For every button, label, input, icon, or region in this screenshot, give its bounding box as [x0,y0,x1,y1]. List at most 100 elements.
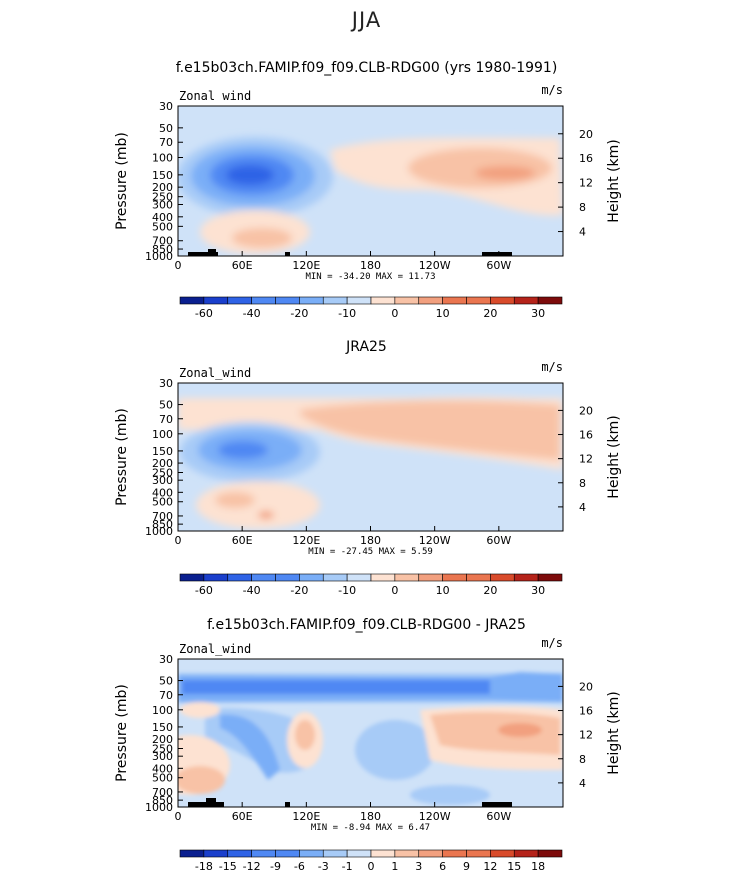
p2-variable-label: Zonal_wind [179,366,251,380]
p2-y-tick-label: 400 [152,486,173,499]
p1-units-label: m/s [541,83,563,97]
p1-colorbar-box [203,296,229,305]
p3-colorbar-label: -6 [294,860,305,872]
p1-x-tick-label: 60E [232,259,253,272]
p2-colorbar-box [466,573,491,582]
p2-min-max-stats: MIN = -27.45 MAX = 5.59 [308,547,433,557]
p3-y2-axis-title: Height (km) [606,691,622,774]
p2-y2-tick-label: 4 [579,501,586,514]
p1-y-axis-title: Pressure (mb) [114,132,130,230]
p1-colorbar-label: -60 [195,307,213,320]
p2-colorbar-label: 0 [391,584,398,597]
p3-y2-tick-label: 4 [579,777,586,790]
p2-y-tick-label: 850 [152,518,173,531]
p3-colorbar-label: 12 [483,860,497,872]
p3-colorbar-box [322,849,348,858]
p1-variable-label: Zonal wind [179,89,251,103]
p2-colorbar-box [346,573,372,582]
p1-y2-tick-label: 4 [579,226,586,239]
p2-y-tick-label: 700 [152,510,173,523]
p2-x-tick-label: 60W [486,534,511,547]
p3-colorbar-box [179,849,205,858]
p3-colorbar-label: 1 [391,860,398,872]
p1-y-tick-label: 250 [152,191,173,204]
p2-colorbar-label: 20 [483,584,497,597]
p3-y-tick-label: 1000 [145,801,173,814]
p2-x-tick-label: 120W [419,534,451,547]
panel-2-title: JRA25 [346,339,387,355]
p2-colorbar-box [322,573,348,582]
p3-colorbar-box [442,849,467,858]
p3-y-tick-label: 30 [159,653,173,666]
p3-colorbar-box [466,849,491,858]
p1-min-max-stats: MIN = -34.20 MAX = 11.73 [305,272,435,282]
p2-colorbar-label: -60 [195,584,213,597]
p3-colorbar-label: 6 [439,860,446,872]
p2-x-tick-label: 60E [232,534,253,547]
p1-colorbar-label: -10 [338,307,356,320]
p1-x-tick-label: 180 [360,259,381,272]
p3-y-tick-label: 250 [152,742,173,755]
p3-y-tick-label: 150 [152,721,173,734]
p1-y2-tick-label: 20 [579,128,593,141]
p2-y-tick-label: 1000 [145,525,173,538]
p3-colorbar-label: 9 [463,860,470,872]
p1-colorbar-box [275,296,300,305]
p1-y-tick-label: 850 [152,243,173,256]
p1-colorbar-box [442,296,467,305]
p2-x-tick-label: 0 [175,534,182,547]
p2-y-tick-label: 300 [152,474,173,487]
p3-colorbar-box [227,849,252,858]
p3-y-tick-label: 200 [152,733,173,746]
p3-colorbar-box [299,849,324,858]
p1-colorbar-label: -20 [290,307,308,320]
p3-colorbar-label: -12 [243,860,261,872]
p2-y-axis-title: Pressure (mb) [114,408,130,506]
p3-colorbar-box [203,849,229,858]
p3-y-tick-label: 700 [152,786,173,799]
p2-colorbar-box [203,573,229,582]
p3-colorbar-box [275,849,300,858]
p2-colorbar-box [299,573,324,582]
p2-colorbar-box [275,573,300,582]
p2-y-tick-label: 250 [152,466,173,479]
p2-colorbar-label: 10 [436,584,450,597]
p1-y-tick-label: 30 [159,100,173,113]
p3-y-tick-label: 100 [152,704,173,717]
p3-y2-tick-label: 8 [579,753,586,766]
p2-colorbar-box [179,573,205,582]
p3-colorbar-label: 0 [368,860,375,872]
p1-y2-tick-label: 8 [579,201,586,214]
p2-colorbar-box [370,573,396,582]
p3-y-axis-title: Pressure (mb) [114,684,130,782]
p2-y2-tick-label: 16 [579,429,593,442]
p2-colorbar-box [418,573,443,582]
p1-y-tick-label: 700 [152,235,173,248]
p3-y-tick-label: 70 [159,689,173,702]
p1-colorbar-label: 10 [436,307,450,320]
p1-x-tick-label: 0 [175,259,182,272]
p2-x-tick-label: 120E [292,534,320,547]
p1-colorbar-box [490,296,515,305]
p2-units-label: m/s [541,360,563,374]
p1-y-tick-label: 50 [159,122,173,135]
p2-y-tick-label: 500 [152,496,173,509]
p3-x-tick-label: 60W [486,810,511,823]
p1-y-tick-label: 500 [152,220,173,233]
p3-colorbar-label: 18 [531,860,545,872]
p1-x-tick-label: 120W [419,259,451,272]
p1-colorbar-box [370,296,396,305]
p2-colorbar-label: -40 [243,584,261,597]
panel-1-title: f.e15b03ch.FAMIP.f09_f09.CLB-RDG00 (yrs … [175,60,558,76]
p1-y2-tick-label: 12 [579,177,593,190]
panel-1-field [178,106,563,256]
p1-y2-axis-title: Height (km) [606,139,622,222]
p1-colorbar-box [418,296,443,305]
p1-colorbar-label: 20 [483,307,497,320]
p3-colorbar-box [370,849,396,858]
p3-x-tick-label: 180 [360,810,381,823]
p2-y-tick-label: 200 [152,457,173,470]
p2-colorbar-box [513,573,539,582]
panel-3-field [178,659,563,807]
